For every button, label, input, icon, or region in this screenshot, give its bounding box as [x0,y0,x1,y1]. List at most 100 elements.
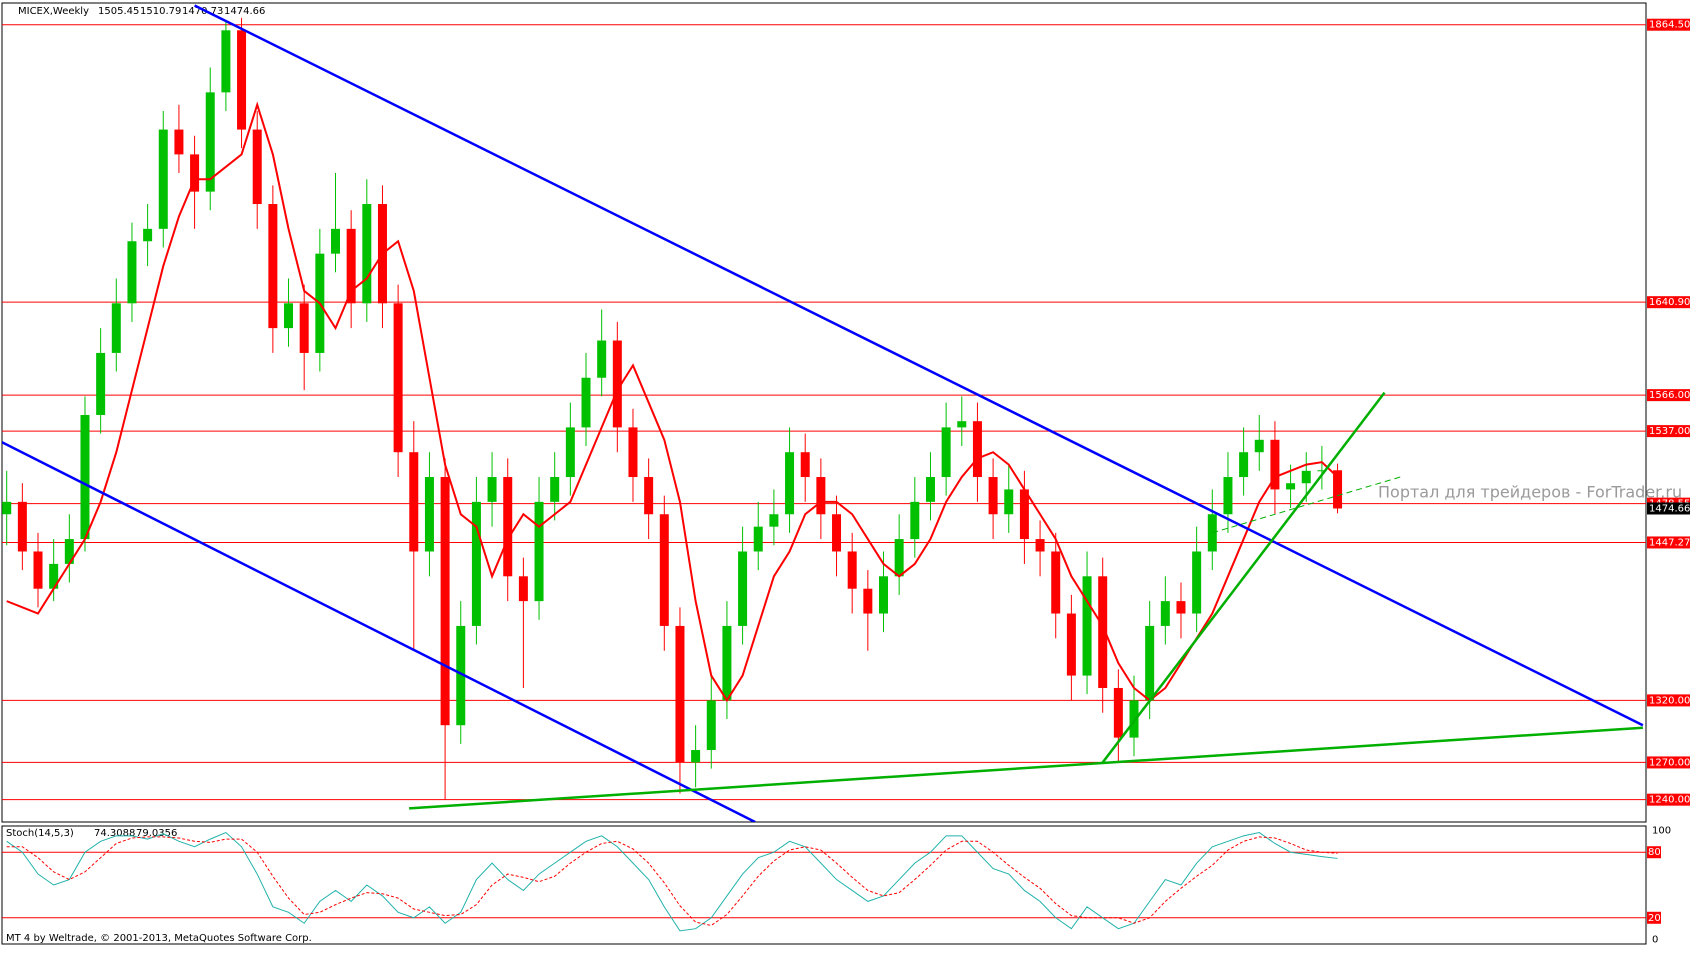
level-label: 1566.00 [1649,390,1690,401]
candle-body [800,452,810,478]
moving-average [6,101,1339,703]
candle-body [957,421,967,428]
level-tag [1647,793,1690,806]
candle-body [644,477,654,515]
candle-body [471,501,481,626]
candle-body [299,303,309,353]
candle-body [503,477,513,577]
candle-body [346,228,356,304]
level-tag [1647,296,1690,309]
stoch-tick-label: 0 [1652,935,1658,946]
candle-body [49,563,59,589]
price-tag [1647,502,1690,515]
candle-body [221,30,231,93]
candle-body [1019,489,1029,540]
candle-body [847,551,857,589]
candle-body [440,477,450,726]
candle-body [565,427,575,478]
candle-body [1098,576,1108,688]
candle-body [1239,452,1249,478]
level-tag [1647,536,1690,549]
candle-body [143,228,153,242]
stoch-signal-last: 79.0356 [136,828,177,839]
trendline [409,726,1643,810]
candle-body [628,427,638,478]
level-label: 1640.90 [1649,297,1690,308]
candle-body [878,576,888,614]
candle-body [691,750,701,763]
candle-body [597,340,607,378]
candle-body [1051,551,1061,614]
candle-body [941,427,951,478]
stoch-level-label: 20 [1648,913,1661,924]
candle-body [1270,439,1280,490]
candle-body [550,477,560,502]
candle-body [659,514,669,626]
candle-body [769,514,779,527]
trendline [1212,476,1401,534]
level-tag [1647,389,1690,402]
level-label: 1537.00 [1649,426,1690,437]
stoch-title: Stoch(14,5,3) [6,828,74,839]
candle-body [190,154,200,192]
stoch-level-tag [1647,911,1661,924]
level-label: 1864.50 [1649,20,1690,31]
candle-body [1113,687,1123,738]
candle-body [111,303,121,353]
candle-body [1035,539,1045,552]
candle-body [738,551,748,626]
level-tag [1647,694,1690,707]
chart-title: MICEX,Weekly [18,6,89,17]
candle-body [785,452,795,515]
candle-body [127,241,137,304]
candle-body [816,477,826,515]
candle-body [33,551,43,589]
candle-body [80,414,90,540]
candle-body [158,129,168,229]
candle-body [1160,601,1170,626]
level-tag [1647,425,1690,438]
level-label: 1320.00 [1649,695,1690,706]
candle-body [534,501,544,602]
stoch-tick-label: 100 [1652,825,1671,836]
candle-body [1176,601,1186,614]
trendline [1101,391,1386,764]
candle-body [988,477,998,515]
header-low: 1470.73 [182,6,223,17]
candle-body [1301,470,1311,484]
candle-body [753,526,763,552]
header-high: 1510.79 [140,6,181,17]
candle-body [894,539,904,577]
candle-body [1333,470,1343,509]
price-label: 1474.66 [1649,503,1690,514]
level-tag [1647,756,1690,769]
candle-body [972,421,982,478]
candle-body [96,352,106,415]
candle-body [1223,477,1233,515]
main-plot [2,4,1646,822]
candle-body [456,625,466,726]
candle-body [237,30,247,130]
stoch-plot [2,831,1646,932]
candle-body [1066,613,1076,676]
stoch-main-last: 74.3088 [94,828,135,839]
stoch-panel [1,825,1647,945]
candle-body [1145,625,1155,701]
candle-body [706,700,716,751]
candle-body [1192,551,1202,614]
level-label: 1240.00 [1649,795,1690,806]
candle-body [1129,700,1139,738]
candle-body [832,514,842,552]
candle-body [863,588,873,614]
trendline [194,4,1644,727]
header-open: 1505.45 [98,6,139,17]
candle-body [393,303,403,453]
stoch-level-tag [1647,846,1661,859]
stoch-header: Stoch(14,5,3) 74.3088 79.0356 [6,828,177,839]
candle-body [424,477,434,552]
candle-body [1082,576,1092,676]
candle-body [252,129,262,205]
candle-body [581,377,591,428]
header: MICEX,Weekly 1505.45 1510.79 1470.73 147… [18,6,265,17]
